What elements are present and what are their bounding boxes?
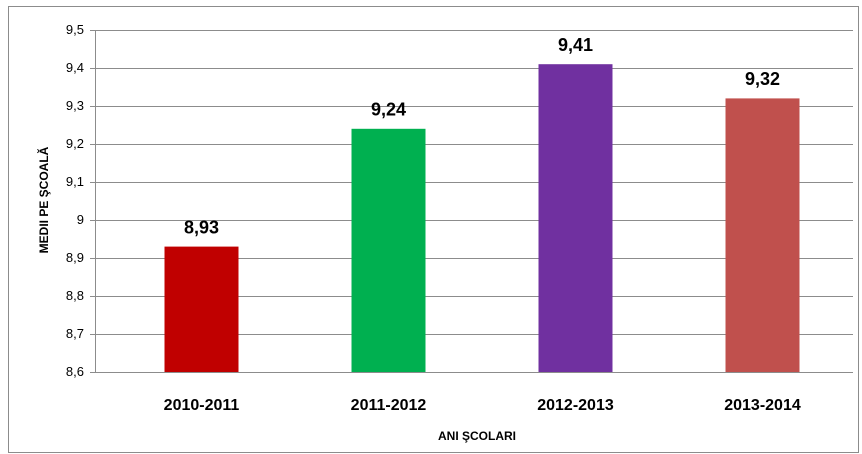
y-tick-label: 9,2 [66, 136, 84, 151]
value-label: 9,24 [371, 100, 406, 120]
y-tick-label: 9,1 [66, 174, 84, 189]
y-tick-label: 9,5 [66, 22, 84, 37]
bar [164, 246, 239, 372]
y-tick-label: 8,7 [66, 326, 84, 341]
y-tick-label: 8,6 [66, 364, 84, 379]
y-axis-label: MEDII PE ŞCOALĂ [36, 146, 51, 253]
y-tick-label: 9,4 [66, 60, 84, 75]
bar [351, 128, 426, 372]
y-tick-label: 8,8 [66, 288, 84, 303]
y-tick-label: 9 [77, 212, 84, 227]
x-tick-label: 2013-2014 [724, 397, 801, 414]
bar [538, 64, 613, 372]
bar [725, 98, 800, 373]
chart-border [8, 6, 859, 453]
y-tick-label: 8,9 [66, 250, 84, 265]
x-tick-label: 2010-2011 [164, 397, 240, 414]
value-label: 8,93 [184, 217, 219, 237]
x-tick-label: 2012-2013 [537, 397, 614, 414]
value-label: 9,41 [558, 35, 593, 55]
x-tick-label: 2011-2012 [351, 397, 427, 414]
x-axis-label: ANI ŞCOLARI [438, 429, 516, 443]
y-tick-label: 9,3 [66, 98, 84, 113]
value-label: 9,32 [745, 69, 780, 89]
